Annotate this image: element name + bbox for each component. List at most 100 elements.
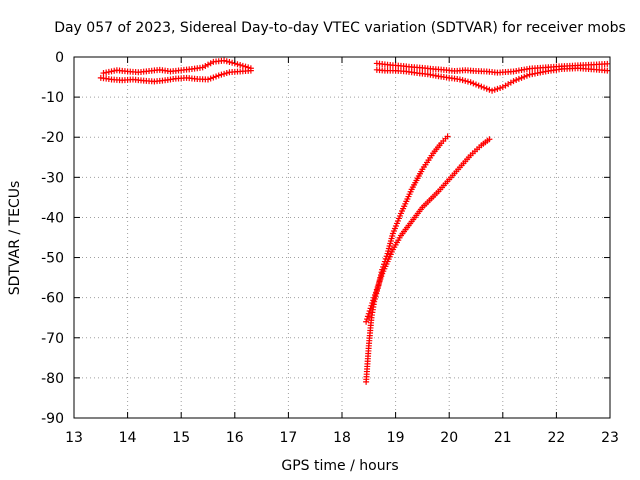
data-point — [478, 83, 485, 90]
interpolated-markers — [416, 70, 429, 77]
interpolated-markers — [175, 75, 187, 82]
interpolated-markers — [159, 67, 171, 75]
interpolated-markers — [497, 68, 514, 76]
series-arc-a-upper — [100, 57, 254, 77]
interpolated-markers — [443, 67, 455, 74]
x-axis-title: GPS time / hours — [281, 458, 398, 474]
interpolated-markers — [454, 67, 466, 74]
x-tick-label: 14 — [119, 430, 137, 446]
interpolated-markers — [218, 70, 230, 78]
x-tick-label: 20 — [440, 430, 458, 446]
interpolated-markers — [103, 67, 118, 76]
data-point — [215, 72, 222, 79]
interpolated-markers — [437, 178, 451, 193]
interpolated-markers — [502, 79, 514, 89]
x-tick-label: 19 — [387, 430, 405, 446]
x-tick-label: 17 — [279, 430, 297, 446]
y-tick-label: -70 — [41, 331, 64, 347]
interpolated-markers — [431, 142, 443, 155]
interpolated-markers — [369, 289, 379, 307]
data-point — [205, 76, 211, 83]
x-tick-label: 22 — [547, 430, 565, 446]
interpolated-markers — [464, 67, 477, 74]
interpolated-markers — [385, 232, 396, 255]
interpolated-markers — [422, 65, 434, 72]
interpolated-markers — [229, 68, 241, 76]
data-marks — [97, 57, 611, 385]
interpolated-markers — [111, 76, 123, 84]
interpolated-markers — [440, 135, 449, 144]
x-tick-label: 18 — [333, 430, 351, 446]
grid — [74, 57, 610, 418]
y-tick-label: -10 — [41, 90, 64, 106]
interpolated-markers — [116, 67, 128, 75]
interpolated-markers — [384, 67, 396, 74]
interpolated-markers — [148, 67, 161, 74]
interpolated-markers — [223, 58, 236, 66]
interpolated-markers — [207, 73, 220, 82]
data-point — [467, 79, 474, 86]
interpolated-markers — [409, 168, 425, 191]
interpolated-markers — [399, 188, 414, 215]
x-tick-labels: 13 14 15 16 17 18 19 20 21 22 23 — [65, 430, 619, 446]
interpolated-markers — [491, 84, 504, 93]
interpolated-markers — [400, 63, 412, 70]
data-point — [604, 60, 611, 67]
interpolated-markers — [366, 317, 375, 347]
interpolated-markers — [458, 154, 472, 169]
interpolated-markers — [127, 68, 139, 76]
data-point — [373, 286, 380, 293]
data-point — [444, 133, 451, 140]
data-point — [363, 318, 370, 325]
interpolated-markers — [132, 76, 144, 84]
series-arc-a-lower — [97, 67, 254, 85]
data-point — [489, 87, 496, 94]
interpolated-markers — [164, 76, 177, 83]
interpolated-markers — [138, 68, 150, 75]
interpolated-markers — [180, 66, 193, 73]
interpolated-markers — [213, 57, 225, 65]
interpolated-markers — [577, 65, 595, 73]
interpolated-markers — [100, 75, 112, 83]
interpolated-markers — [438, 73, 450, 81]
y-tick-label: -30 — [41, 170, 64, 186]
interpolated-markers — [421, 190, 440, 209]
x-tick-label: 23 — [601, 430, 619, 446]
interpolated-markers — [234, 61, 246, 69]
interpolated-markers — [239, 67, 252, 75]
interpolated-markers — [459, 77, 471, 85]
interpolated-markers — [420, 152, 435, 171]
interpolated-markers — [121, 76, 134, 84]
interpolated-markers — [481, 84, 493, 93]
interpolated-markers — [593, 66, 608, 74]
interpolated-markers — [364, 305, 374, 323]
x-tick-label: 13 — [65, 430, 83, 446]
interpolated-markers — [395, 67, 407, 75]
y-tick-label: -50 — [41, 251, 64, 267]
y-tick-label: 0 — [55, 50, 64, 66]
interpolated-markers — [410, 206, 424, 223]
interpolated-markers — [202, 60, 214, 70]
y-tick-label: -20 — [41, 130, 64, 146]
interpolated-markers — [389, 62, 402, 69]
y-tick-label: -80 — [41, 371, 64, 387]
interpolated-markers — [376, 67, 386, 74]
interpolated-markers — [380, 260, 390, 275]
data-point — [456, 76, 463, 83]
interpolated-markers — [363, 345, 372, 383]
chart-title: Day 057 of 2023, Sidereal Day-to-day VTE… — [54, 20, 626, 36]
interpolated-markers — [391, 234, 403, 251]
data-point — [510, 78, 517, 85]
interpolated-markers — [374, 273, 385, 290]
y-tick-label: -40 — [41, 210, 64, 226]
interpolated-markers — [186, 75, 198, 82]
data-point — [221, 57, 228, 64]
data-point — [247, 67, 254, 74]
interpolated-markers — [432, 66, 445, 73]
interpolated-markers — [475, 68, 488, 75]
series-arc-b-lower — [373, 65, 611, 94]
interpolated-markers — [376, 60, 391, 68]
interpolated-markers — [196, 76, 209, 83]
interpolated-markers — [385, 248, 395, 263]
